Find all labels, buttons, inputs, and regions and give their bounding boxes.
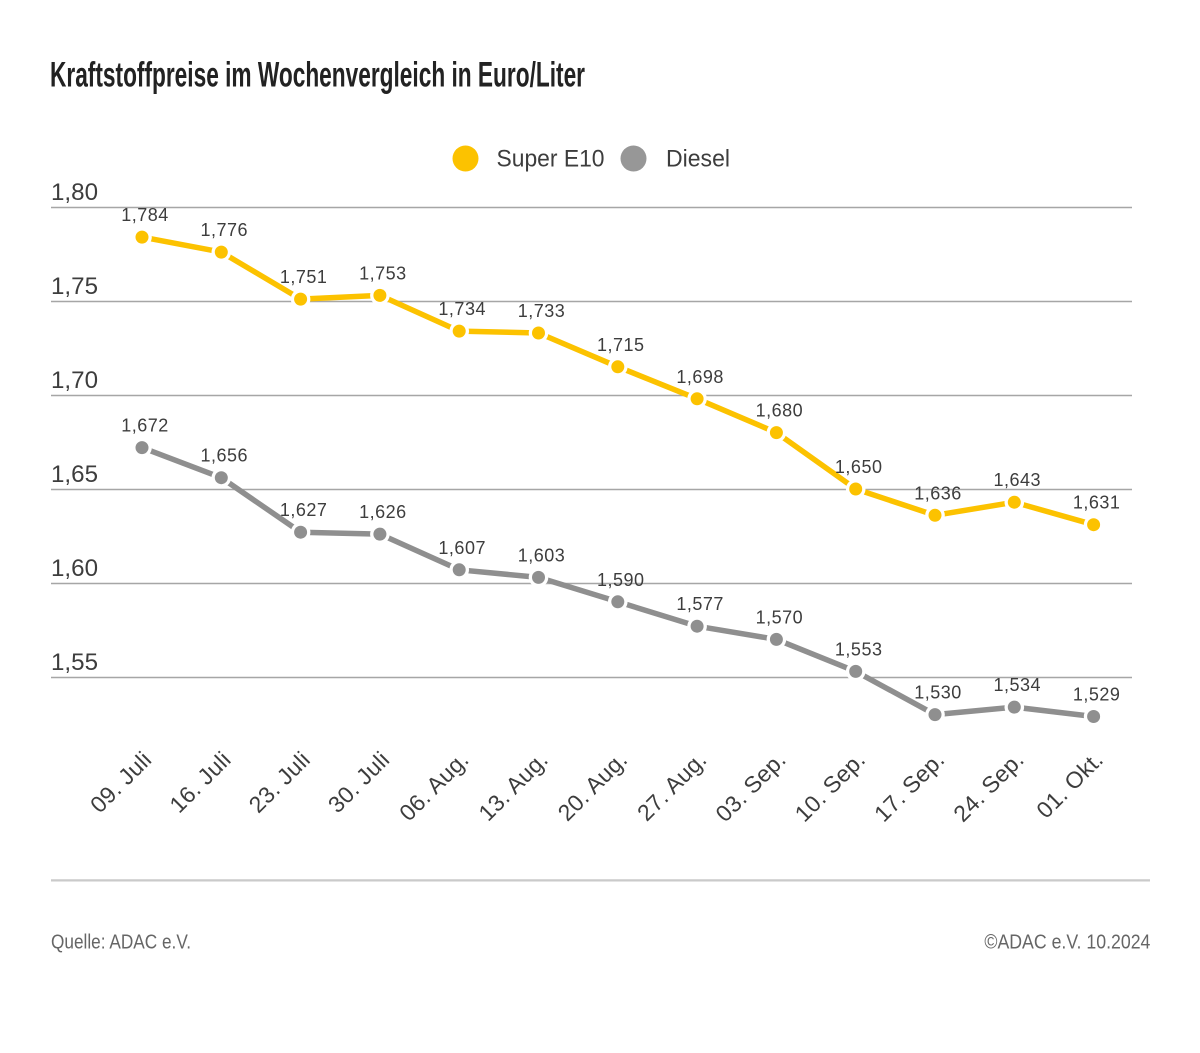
svg-text:1,680: 1,680 — [756, 401, 804, 421]
svg-text:1,656: 1,656 — [201, 446, 249, 466]
svg-text:1,603: 1,603 — [518, 545, 566, 565]
svg-text:1,80: 1,80 — [51, 179, 98, 206]
svg-text:1,529: 1,529 — [1073, 685, 1121, 705]
svg-text:1,672: 1,672 — [121, 416, 169, 436]
svg-text:1,776: 1,776 — [201, 220, 249, 240]
svg-text:1,631: 1,631 — [1073, 493, 1121, 513]
svg-text:1,753: 1,753 — [359, 263, 407, 283]
svg-text:1,733: 1,733 — [518, 301, 566, 321]
svg-text:1,715: 1,715 — [597, 335, 645, 355]
svg-text:1,70: 1,70 — [51, 367, 98, 394]
svg-text:1,698: 1,698 — [676, 367, 724, 387]
svg-text:1,784: 1,784 — [121, 205, 169, 225]
svg-text:1,530: 1,530 — [914, 683, 962, 703]
svg-text:Super E10: Super E10 — [497, 146, 605, 173]
svg-text:1,553: 1,553 — [835, 639, 883, 659]
svg-text:1,734: 1,734 — [438, 299, 486, 319]
svg-text:1,75: 1,75 — [51, 273, 98, 300]
svg-text:1,627: 1,627 — [280, 500, 328, 520]
svg-text:1,636: 1,636 — [914, 483, 962, 503]
svg-text:1,643: 1,643 — [994, 470, 1042, 490]
svg-text:1,626: 1,626 — [359, 502, 407, 522]
svg-text:©ADAC e.V. 10.2024: ©ADAC e.V. 10.2024 — [984, 932, 1150, 954]
svg-text:1,607: 1,607 — [438, 538, 486, 558]
svg-text:1,570: 1,570 — [756, 607, 804, 627]
svg-text:1,55: 1,55 — [51, 649, 98, 676]
svg-text:1,650: 1,650 — [835, 457, 883, 477]
svg-text:1,751: 1,751 — [280, 267, 328, 287]
svg-text:1,60: 1,60 — [51, 555, 98, 582]
svg-text:1,577: 1,577 — [676, 594, 724, 614]
svg-text:Kraftstoffpreise im Wochenverg: Kraftstoffpreise im Wochenvergleich in E… — [50, 56, 585, 95]
svg-text:Quelle: ADAC e.V.: Quelle: ADAC e.V. — [51, 932, 191, 954]
svg-text:Diesel: Diesel — [666, 146, 730, 173]
svg-text:1,534: 1,534 — [994, 675, 1042, 695]
svg-text:1,65: 1,65 — [51, 461, 98, 488]
svg-text:1,590: 1,590 — [597, 570, 645, 590]
